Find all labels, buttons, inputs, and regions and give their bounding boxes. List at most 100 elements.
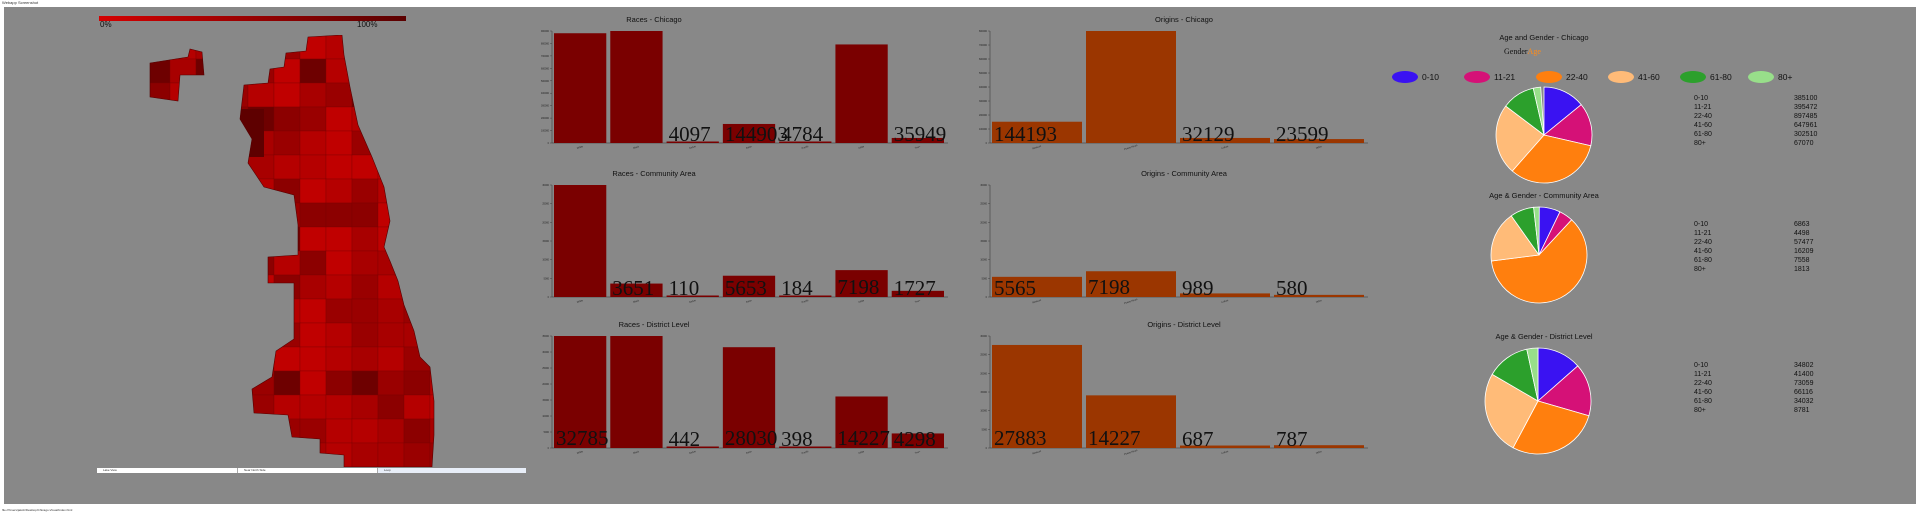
bar[interactable] [1274, 139, 1364, 143]
map-community-area[interactable] [144, 202, 171, 228]
map-community-area[interactable] [325, 418, 353, 444]
map-community-area[interactable] [403, 274, 431, 300]
bar[interactable] [1086, 271, 1176, 297]
map-community-area[interactable] [144, 442, 171, 467]
bar[interactable] [779, 446, 832, 449]
map-community-area[interactable] [273, 346, 301, 372]
pie-slice-22-40[interactable] [1512, 400, 1590, 455]
map-community-area[interactable] [377, 322, 405, 348]
map-community-area[interactable] [299, 250, 327, 276]
map-community-area[interactable] [169, 82, 197, 108]
pie-slice-80+[interactable] [1526, 347, 1539, 402]
map-community-area[interactable] [247, 226, 275, 252]
map-community-area[interactable] [195, 274, 223, 300]
map-community-area[interactable] [351, 370, 379, 396]
map-community-area[interactable] [144, 370, 171, 396]
pie-slice-41-60[interactable] [1484, 373, 1539, 449]
map-community-area[interactable] [221, 322, 249, 348]
map-community-area[interactable] [247, 442, 275, 467]
bar[interactable] [779, 295, 832, 298]
map-community-area[interactable] [429, 35, 456, 60]
map-community-area[interactable] [299, 178, 327, 204]
map-community-area[interactable] [351, 442, 379, 467]
map-community-area[interactable] [429, 298, 456, 324]
map-community-area[interactable] [377, 58, 405, 84]
bar[interactable] [610, 336, 663, 448]
map-community-area[interactable] [429, 394, 456, 420]
map-community-area[interactable] [299, 202, 327, 228]
bar[interactable] [1180, 137, 1270, 143]
map-community-area[interactable] [325, 370, 353, 396]
map-community-area[interactable] [169, 418, 197, 444]
map-community-area[interactable] [144, 178, 171, 204]
map-community-area[interactable] [169, 226, 197, 252]
map-community-area[interactable] [169, 130, 197, 156]
map-community-area[interactable] [273, 154, 301, 180]
map-community-area[interactable] [403, 442, 431, 467]
map-community-area[interactable] [195, 418, 223, 444]
map-community-area[interactable] [403, 370, 431, 396]
map-community-area[interactable] [351, 82, 379, 108]
map-community-area[interactable] [429, 322, 456, 348]
map-community-area[interactable] [377, 106, 405, 132]
map-community-area[interactable] [429, 58, 456, 84]
map-community-area[interactable] [169, 106, 197, 132]
map-community-area[interactable] [351, 418, 379, 444]
bar[interactable] [835, 270, 888, 297]
map-community-area[interactable] [325, 58, 353, 84]
map-community-area[interactable] [403, 394, 431, 420]
map-community-area[interactable] [325, 130, 353, 156]
map-community-area[interactable] [144, 394, 171, 420]
map-community-area[interactable] [221, 154, 249, 180]
age-toggle[interactable]: Age [1527, 47, 1541, 56]
pie-slice-11-21[interactable] [1537, 365, 1592, 417]
map-community-area[interactable] [351, 58, 379, 84]
map-community-area[interactable] [195, 130, 223, 156]
map-community-area[interactable] [247, 298, 275, 324]
map-community-area[interactable] [429, 442, 456, 467]
bar[interactable] [1180, 293, 1270, 297]
map-community-area[interactable] [325, 35, 353, 60]
map-community-area[interactable] [299, 370, 327, 396]
map-community-area[interactable] [144, 226, 171, 252]
map-community-area[interactable] [429, 154, 456, 180]
map-community-area[interactable] [221, 394, 249, 420]
map-community-area[interactable] [429, 178, 456, 204]
map-community-area[interactable] [169, 58, 197, 84]
age-pie-community[interactable] [1489, 205, 1589, 305]
map-community-area[interactable] [195, 178, 223, 204]
map-community-area[interactable] [273, 82, 301, 108]
map-community-area[interactable] [377, 130, 405, 156]
age-pie-district[interactable] [1483, 346, 1593, 456]
map-community-area[interactable] [325, 298, 353, 324]
map-community-area[interactable] [429, 106, 456, 132]
map-tab-2[interactable]: Near North Side [237, 468, 378, 473]
map-community-area[interactable] [273, 106, 301, 132]
map-community-area[interactable] [351, 35, 379, 60]
map-community-area[interactable] [195, 250, 223, 276]
map-community-area[interactable] [299, 442, 327, 467]
map-community-area[interactable] [403, 250, 431, 276]
bar[interactable] [1180, 445, 1270, 448]
map-community-area[interactable] [273, 274, 301, 300]
map-community-area[interactable] [247, 346, 275, 372]
map-community-area[interactable] [377, 442, 405, 467]
map-community-area[interactable] [195, 202, 223, 228]
map-community-area[interactable] [351, 298, 379, 324]
bar[interactable] [1274, 294, 1364, 297]
map-community-area[interactable] [403, 178, 431, 204]
map-community-area[interactable] [144, 298, 171, 324]
chicago-map[interactable] [144, 35, 504, 467]
map-community-area[interactable] [144, 58, 171, 84]
map-community-area[interactable] [273, 130, 301, 156]
map-community-area[interactable] [195, 58, 223, 84]
map-community-area[interactable] [169, 370, 197, 396]
map-community-area[interactable] [429, 82, 456, 108]
map-community-area[interactable] [221, 442, 249, 467]
map-community-area[interactable] [325, 250, 353, 276]
map-community-area[interactable] [429, 226, 456, 252]
map-community-area[interactable] [221, 58, 249, 84]
map-community-area[interactable] [429, 418, 456, 444]
bar[interactable] [666, 141, 719, 144]
pie-slice-80+[interactable] [1532, 86, 1545, 136]
